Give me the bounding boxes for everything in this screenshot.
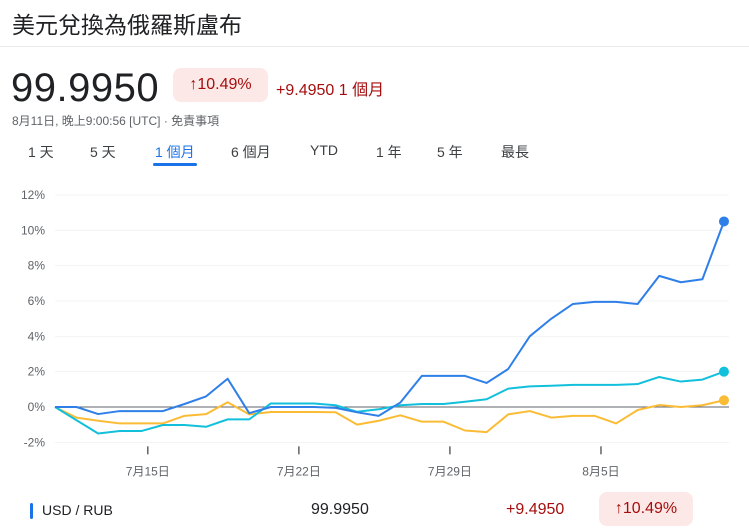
tab-3[interactable]: 6 個月 <box>231 144 271 160</box>
y-tick-label: 2% <box>28 365 46 379</box>
row-price: 99.9950 <box>311 501 369 518</box>
row-change-badge: ↑ 10.49% <box>599 492 693 526</box>
arrow-up-icon: ↑ <box>189 76 198 93</box>
series-line-1 <box>54 370 725 435</box>
x-tick-label: 7月22日 <box>277 464 321 478</box>
series-end-point-0 <box>718 216 729 227</box>
y-tick-label: 4% <box>28 329 46 343</box>
tab-0[interactable]: 1 天 <box>28 144 54 160</box>
x-tick-label: 7月29日 <box>428 464 472 478</box>
series-color-marker <box>30 503 33 519</box>
tab-4[interactable]: YTD <box>310 142 338 158</box>
symbol: USD / RUB <box>42 502 113 518</box>
y-tick-label: 8% <box>28 259 46 273</box>
timestamp[interactable]: 8月11日, 晚上9:00:56 [UTC] · 免責事項 <box>12 114 220 128</box>
series-end-point-1 <box>718 366 729 377</box>
arrow-up-icon: ↑ <box>614 500 623 517</box>
line-chart: 12% 10% 8% 6% 4% 2% 0% -2% 7月15日 7月22日 7月29日 8月5日 <box>21 188 729 478</box>
y-tick-label: 10% <box>21 223 45 237</box>
tab-7[interactable]: 最長 <box>501 144 529 160</box>
legend-row[interactable]: USD / RUB 99.9950 +9.4950 ↑ 10.49% <box>0 492 749 528</box>
series-end-point-2 <box>718 395 729 406</box>
y-tick-label: 0% <box>28 400 46 414</box>
y-tick-label: 12% <box>21 188 45 202</box>
row-change: +9.4950 <box>506 501 565 518</box>
y-tick-label: 6% <box>28 294 46 308</box>
divider <box>0 46 749 47</box>
series-line-2 <box>54 399 725 434</box>
x-tick-label: 7月15日 <box>126 464 170 478</box>
change-percent: 10.49% <box>197 76 252 93</box>
y-tick-label: -2% <box>24 435 46 449</box>
x-tick-label: 8月5日 <box>582 464 619 478</box>
change-absolute: +9.4950 1 個月 <box>276 82 385 99</box>
tab-2[interactable]: 1 個月 <box>153 144 197 166</box>
tab-1[interactable]: 5 天 <box>90 144 116 160</box>
tab-6[interactable]: 5 年 <box>437 144 463 160</box>
current-price: 99.9950 <box>11 66 160 110</box>
tab-5[interactable]: 1 年 <box>376 144 402 160</box>
change-percent-badge: ↑ 10.49% <box>173 68 268 102</box>
series-line-0 <box>55 221 725 417</box>
page-title: 美元兌換為俄羅斯盧布 <box>12 12 242 38</box>
